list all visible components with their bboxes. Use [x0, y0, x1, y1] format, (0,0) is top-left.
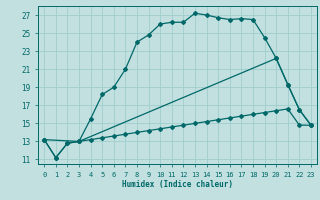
X-axis label: Humidex (Indice chaleur): Humidex (Indice chaleur): [122, 180, 233, 189]
